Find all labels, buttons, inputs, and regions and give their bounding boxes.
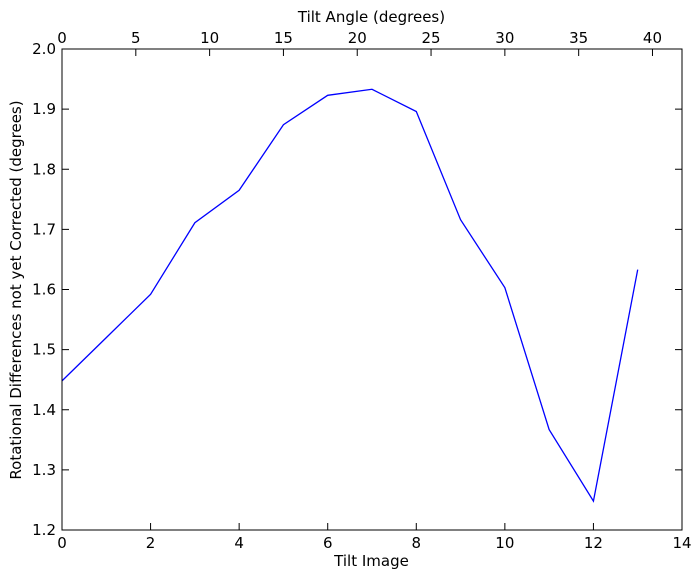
plot-frame: [61, 48, 683, 531]
y-tick-label: 1.9: [32, 100, 56, 118]
top-x-tick-label: 10: [200, 29, 219, 47]
series-layer: [61, 88, 639, 503]
y-tick-label: 1.5: [32, 341, 56, 359]
x-axis-label: Tilt Image: [333, 552, 409, 570]
y-tick-label: 1.6: [32, 281, 56, 299]
top-x-tick-label: 0: [57, 29, 67, 47]
y-tick-label: 1.4: [32, 401, 56, 419]
x-tick-label: 8: [412, 534, 422, 552]
tick-labels-layer: 0 2 4 6 8 10 12 14 0 5 10 15 20 25 30 35 40 1.2 1.3 1.4 1.5 1…: [32, 29, 691, 552]
y-tick-label: 1.2: [32, 521, 56, 539]
y-tick-label: 1.7: [32, 220, 56, 238]
x-tick-label: 0: [57, 534, 67, 552]
x-tick-label: 12: [584, 534, 603, 552]
y-axis-label: Rotational Differences not yet Corrected…: [7, 100, 25, 479]
top-x-tick-label: 35: [569, 29, 588, 47]
top-x-tick-label: 40: [643, 29, 662, 47]
top-x-tick-label: 25: [422, 29, 441, 47]
y-tick-label: 1.8: [32, 160, 56, 178]
top-x-tick-label: 20: [348, 29, 367, 47]
x-tick-label: 2: [146, 534, 156, 552]
x-tick-label: 10: [495, 534, 514, 552]
y-tick-label: 2.0: [32, 40, 56, 58]
y-tick-label: 1.3: [32, 461, 56, 479]
ticks-layer: [61, 48, 683, 531]
top-x-tick-label: 5: [131, 29, 141, 47]
x-tick-label: 14: [672, 534, 691, 552]
top-x-tick-label: 15: [274, 29, 293, 47]
top-x-tick-label: 30: [495, 29, 514, 47]
series-line: [61, 88, 639, 503]
x-tick-label: 6: [323, 534, 333, 552]
top-x-axis-label: Tilt Angle (degrees): [297, 8, 445, 26]
x-tick-label: 4: [234, 534, 244, 552]
